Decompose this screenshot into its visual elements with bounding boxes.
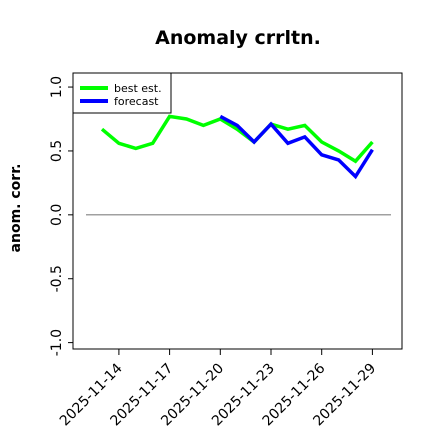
y-tick-label: 0.5: [49, 140, 65, 162]
y-tick-label: 1.0: [49, 76, 65, 98]
legend-label-forecast: forecast: [114, 95, 159, 108]
series-line-best-est: [100, 114, 374, 164]
chart-title: Anomaly crrltn.: [155, 27, 321, 49]
y-tick-label: -1.0: [49, 329, 65, 356]
x-axis: 2025-11-142025-11-172025-11-202025-11-23…: [57, 349, 379, 429]
y-axis-label: anom. corr.: [8, 164, 24, 253]
legend-box: [72, 72, 172, 114]
plot-frame: [72, 72, 403, 350]
legend-label-best-est: best est.: [114, 82, 162, 95]
legend: best est. forecast: [72, 72, 172, 114]
series-line-forecast: [219, 114, 374, 180]
y-tick-label: 0.0: [49, 204, 65, 226]
y-axis: -1.0 -0.5 0.0 0.5 1.0: [49, 76, 73, 356]
series-layer: [100, 114, 374, 180]
y-tick-label: -0.5: [49, 265, 65, 292]
